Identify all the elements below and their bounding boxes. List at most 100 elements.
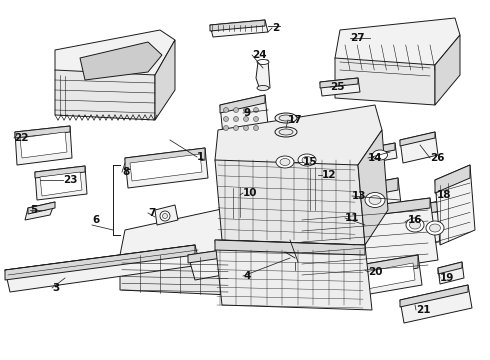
Circle shape xyxy=(253,117,259,122)
Polygon shape xyxy=(368,143,395,155)
Polygon shape xyxy=(25,202,55,220)
Text: 24: 24 xyxy=(252,50,267,60)
Ellipse shape xyxy=(279,129,293,135)
Polygon shape xyxy=(272,145,320,159)
Polygon shape xyxy=(188,240,295,280)
Text: 16: 16 xyxy=(408,215,422,225)
Polygon shape xyxy=(125,148,205,170)
Ellipse shape xyxy=(275,127,297,137)
Polygon shape xyxy=(365,263,415,289)
Text: 10: 10 xyxy=(243,188,258,198)
Polygon shape xyxy=(438,262,462,274)
Polygon shape xyxy=(400,285,468,307)
Ellipse shape xyxy=(406,218,424,232)
Polygon shape xyxy=(435,165,470,193)
Text: 5: 5 xyxy=(30,205,37,215)
Polygon shape xyxy=(230,225,248,295)
Polygon shape xyxy=(40,172,82,196)
Circle shape xyxy=(223,126,228,130)
Polygon shape xyxy=(360,255,418,278)
Ellipse shape xyxy=(257,59,269,64)
Polygon shape xyxy=(5,245,200,292)
Ellipse shape xyxy=(279,115,293,121)
Text: 19: 19 xyxy=(440,273,454,283)
Text: 14: 14 xyxy=(368,153,383,163)
Polygon shape xyxy=(345,178,402,223)
Text: 27: 27 xyxy=(350,33,365,43)
Text: 15: 15 xyxy=(303,157,318,167)
Polygon shape xyxy=(35,166,87,200)
Polygon shape xyxy=(125,148,208,188)
Polygon shape xyxy=(435,165,475,245)
Polygon shape xyxy=(345,178,398,200)
Text: 8: 8 xyxy=(122,167,129,177)
Polygon shape xyxy=(20,132,67,158)
Polygon shape xyxy=(55,30,175,95)
Polygon shape xyxy=(305,163,335,175)
Ellipse shape xyxy=(430,224,441,232)
Polygon shape xyxy=(120,205,248,270)
Polygon shape xyxy=(15,126,72,165)
Text: 11: 11 xyxy=(345,213,360,223)
Polygon shape xyxy=(15,126,70,138)
Circle shape xyxy=(223,108,228,112)
Circle shape xyxy=(234,126,239,130)
Polygon shape xyxy=(305,163,340,212)
Polygon shape xyxy=(272,145,322,182)
Text: 13: 13 xyxy=(352,191,367,201)
Circle shape xyxy=(244,117,248,122)
Polygon shape xyxy=(228,183,272,220)
Text: 26: 26 xyxy=(430,153,444,163)
Text: 22: 22 xyxy=(14,133,28,143)
Text: 12: 12 xyxy=(322,170,337,180)
Polygon shape xyxy=(320,78,360,96)
Polygon shape xyxy=(215,105,382,185)
Polygon shape xyxy=(435,35,460,105)
Polygon shape xyxy=(155,40,175,120)
Ellipse shape xyxy=(372,150,388,160)
Polygon shape xyxy=(220,95,268,135)
Polygon shape xyxy=(215,240,365,255)
Polygon shape xyxy=(400,285,472,323)
Polygon shape xyxy=(80,42,162,80)
Polygon shape xyxy=(358,130,388,245)
Polygon shape xyxy=(215,160,365,245)
Text: 3: 3 xyxy=(52,283,59,293)
Polygon shape xyxy=(55,70,155,120)
Polygon shape xyxy=(210,20,265,31)
Polygon shape xyxy=(35,166,85,178)
Circle shape xyxy=(160,211,170,221)
Polygon shape xyxy=(360,255,422,295)
Polygon shape xyxy=(300,198,430,225)
Ellipse shape xyxy=(257,85,269,90)
Polygon shape xyxy=(395,200,445,220)
Polygon shape xyxy=(220,95,265,113)
Text: 7: 7 xyxy=(148,208,155,218)
Circle shape xyxy=(253,126,259,130)
Polygon shape xyxy=(400,132,435,146)
Polygon shape xyxy=(188,240,290,263)
Polygon shape xyxy=(335,58,435,105)
Text: 17: 17 xyxy=(288,115,303,125)
Polygon shape xyxy=(215,240,372,310)
Circle shape xyxy=(244,126,248,130)
Polygon shape xyxy=(120,255,230,295)
Polygon shape xyxy=(210,20,268,37)
Circle shape xyxy=(234,117,239,122)
Polygon shape xyxy=(300,198,438,280)
Text: 25: 25 xyxy=(330,82,344,92)
Polygon shape xyxy=(438,262,464,284)
Polygon shape xyxy=(400,132,438,163)
Text: 18: 18 xyxy=(437,190,451,200)
Circle shape xyxy=(163,213,168,219)
Polygon shape xyxy=(395,200,448,250)
Polygon shape xyxy=(28,202,55,214)
Ellipse shape xyxy=(369,195,381,204)
Text: 20: 20 xyxy=(368,267,383,277)
Ellipse shape xyxy=(302,157,312,163)
Text: 23: 23 xyxy=(63,175,77,185)
Circle shape xyxy=(253,108,259,112)
Polygon shape xyxy=(368,143,397,163)
Ellipse shape xyxy=(276,156,294,168)
Ellipse shape xyxy=(426,221,444,235)
